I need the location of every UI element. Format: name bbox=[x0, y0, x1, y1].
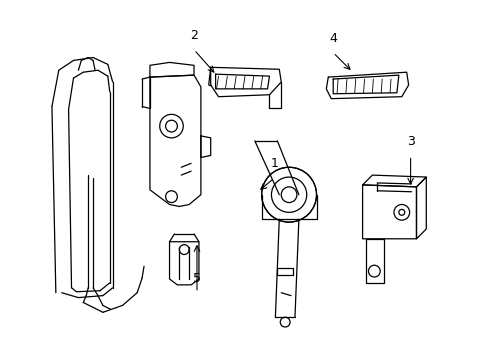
Text: 4: 4 bbox=[328, 32, 336, 45]
Text: 1: 1 bbox=[270, 157, 278, 170]
Text: 2: 2 bbox=[190, 29, 198, 42]
Text: 5: 5 bbox=[193, 272, 201, 285]
Text: 3: 3 bbox=[406, 135, 414, 148]
